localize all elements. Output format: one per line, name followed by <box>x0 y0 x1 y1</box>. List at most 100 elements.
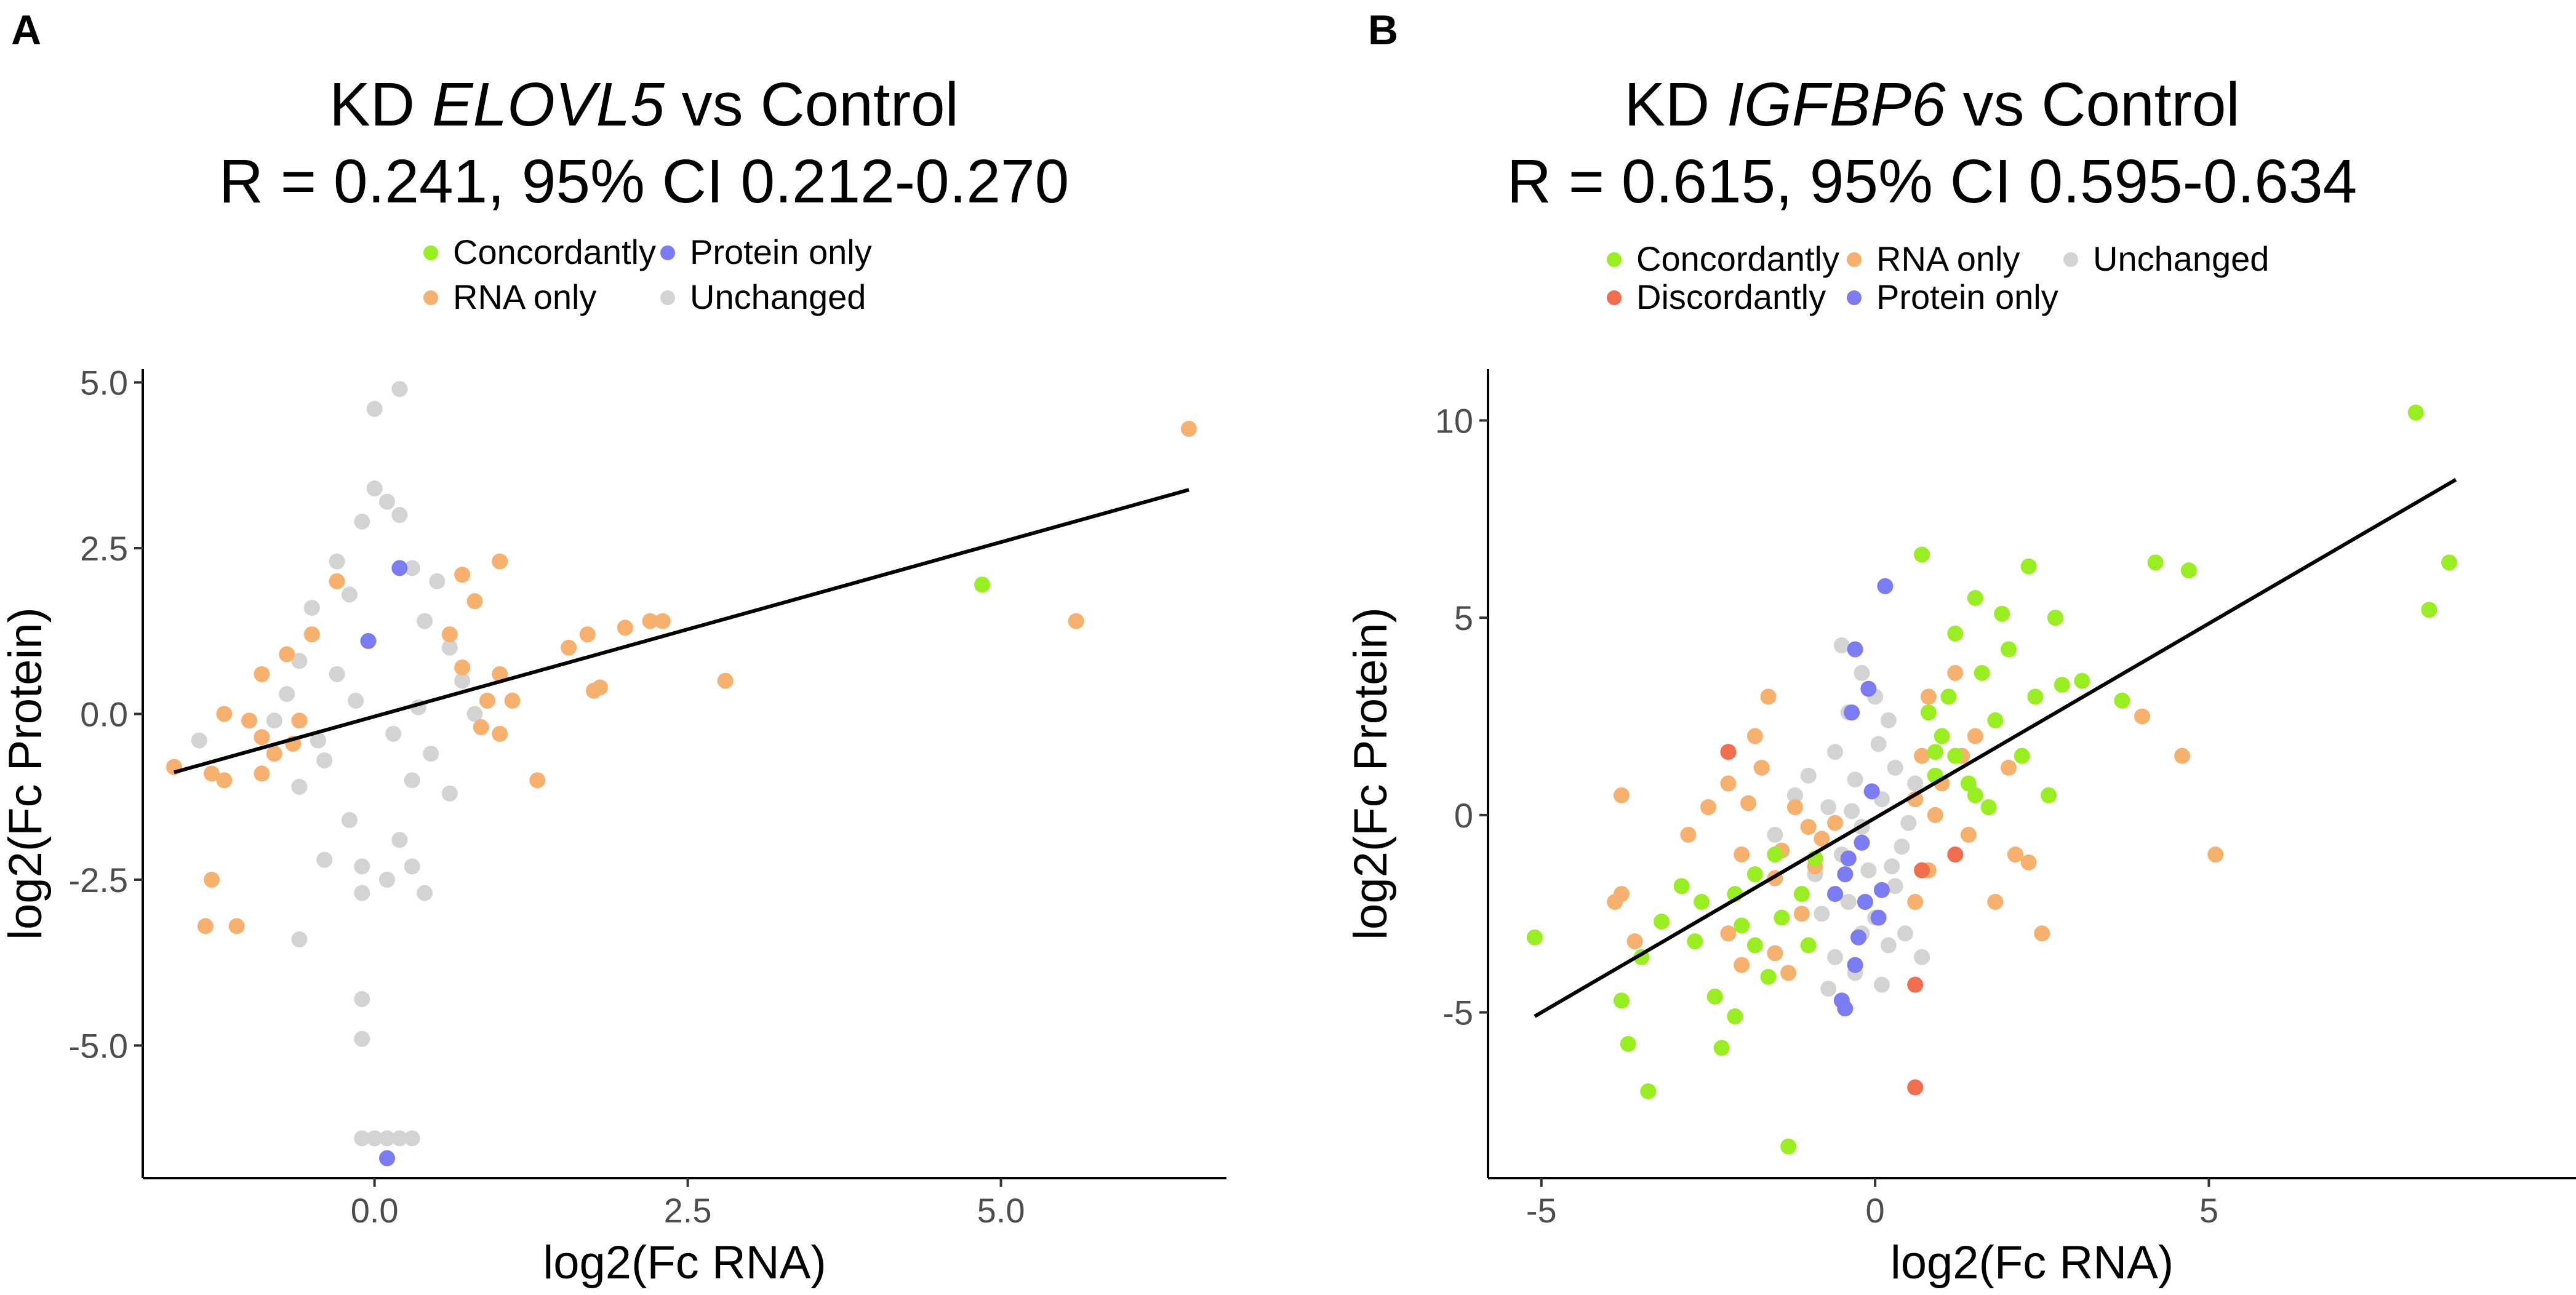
point-protein-only-a <box>391 560 408 576</box>
title-prefix-b: KD <box>1624 70 1727 139</box>
panel-b: B KD IGFBP6 vs Control R = 0.615, 95% CI… <box>1288 0 2576 1295</box>
point-rna-only-b <box>1613 787 1630 803</box>
point-concordantly-b <box>1640 1083 1657 1099</box>
legend-marker-rna-only-a <box>423 290 438 305</box>
point-rna-only-a <box>266 746 282 762</box>
point-unchanged-a <box>366 400 383 417</box>
point-unchanged-b <box>1894 839 1910 855</box>
point-unchanged-a <box>354 885 370 901</box>
point-rna-only-b <box>1793 906 1810 922</box>
point-rna-only-a <box>473 719 489 736</box>
point-unchanged-a <box>279 686 295 703</box>
point-concordantly-b <box>1706 988 1723 1005</box>
point-rna-only-a <box>254 765 270 782</box>
point-unchanged-b <box>1786 787 1803 803</box>
point-unchanged-b <box>1844 803 1860 819</box>
regression-line-b <box>1534 478 2457 1018</box>
point-unchanged-a <box>385 725 402 742</box>
point-unchanged-a <box>466 706 483 722</box>
point-protein-only-b <box>1827 886 1844 903</box>
legend-marker-protein-only-b <box>1847 290 1862 305</box>
legend-marker-unchanged-b <box>2063 252 2078 267</box>
point-concordantly-b <box>1774 909 1790 926</box>
point-unchanged-a <box>316 851 333 868</box>
point-rna-only-b <box>1734 847 1750 863</box>
point-concordantly-b <box>2147 554 2164 571</box>
point-concordantly-b <box>1760 968 1777 985</box>
y-axis-label-b: log2(Fc Protein) <box>1345 607 1397 940</box>
point-rna-only-b <box>1767 945 1783 962</box>
point-rna-only-b <box>1927 807 1943 823</box>
point-concordantly-b <box>2027 688 2044 705</box>
point-discordantly-b <box>1947 847 1964 863</box>
legend-label-protein-only-b: Protein only <box>1876 277 2058 316</box>
point-rna-only-b <box>1607 893 1623 910</box>
point-unchanged-a <box>378 871 395 888</box>
point-rna-only-a <box>228 918 245 934</box>
point-concordantly-b <box>1746 937 1763 954</box>
point-protein-only-a <box>378 1150 395 1166</box>
point-unchanged-a <box>441 785 458 802</box>
point-rna-only-b <box>1720 775 1737 792</box>
point-unchanged-a <box>404 858 420 875</box>
point-rna-only-a <box>329 573 345 589</box>
legend-marker-unchanged-a <box>660 290 675 305</box>
point-rna-only-b <box>2001 759 2017 776</box>
point-rna-only-a <box>216 772 233 789</box>
x-tick-label-b: 0 <box>1866 1191 1885 1230</box>
point-rna-only-b <box>1800 819 1817 835</box>
point-concordantly-b <box>1767 847 1783 863</box>
point-unchanged-a <box>291 931 308 947</box>
point-rna-only-b <box>1700 799 1716 816</box>
point-unchanged-b <box>1820 799 1837 816</box>
y-tick-label-a: 0.0 <box>80 695 128 733</box>
point-rna-only-b <box>2007 847 2023 863</box>
chart-title-a: KD ELOVL5 vs Control <box>0 74 1288 135</box>
point-concordantly-b <box>1780 1138 1797 1155</box>
point-rna-only-b <box>2020 854 2037 871</box>
point-concordantly-b <box>1620 1035 1636 1052</box>
point-rna-only-a <box>579 626 596 643</box>
point-concordantly-b <box>1967 590 1983 607</box>
point-rna-only-b <box>1626 933 1643 950</box>
title-suffix-a: vs Control <box>664 70 959 139</box>
point-unchanged-b <box>1907 775 1924 792</box>
point-rna-only-b <box>1680 826 1697 843</box>
legend-marker-concordantly-b <box>1607 252 1622 267</box>
point-unchanged-a <box>291 653 308 669</box>
point-unchanged-a <box>404 560 420 576</box>
point-concordantly-b <box>1746 866 1763 883</box>
point-concordantly-b <box>2407 404 2424 421</box>
title-gene-a: ELOVL5 <box>431 70 665 139</box>
point-unchanged-a <box>291 779 308 795</box>
point-protein-only-b <box>1854 834 1870 851</box>
point-concordantly-b <box>1974 664 1990 681</box>
point-unchanged-b <box>1914 949 1930 965</box>
point-unchanged-a <box>310 732 327 749</box>
y-tick-label-b: 0 <box>1454 796 1473 835</box>
point-concordantly-b <box>1914 546 1930 563</box>
point-unchanged-b <box>1884 858 1900 875</box>
point-unchanged-a <box>354 1030 370 1047</box>
point-protein-only-b <box>1863 783 1880 800</box>
point-rna-only-a <box>197 918 214 934</box>
point-rna-only-a <box>654 613 671 629</box>
point-rna-only-b <box>1947 664 1964 681</box>
legend-marker-discordantly-b <box>1607 290 1622 305</box>
point-rna-only-a <box>441 626 458 643</box>
point-unchanged-b <box>1887 759 1903 776</box>
point-protein-only-b <box>1847 957 1863 973</box>
point-concordantly-b <box>2441 554 2457 571</box>
point-unchanged-a <box>378 493 395 510</box>
point-rna-only-a <box>203 871 220 888</box>
point-concordantly-b <box>1713 1040 1730 1056</box>
point-rna-only-b <box>1760 688 1777 705</box>
point-rna-only-a <box>466 593 483 610</box>
point-concordantly-b <box>1654 914 1670 930</box>
point-concordantly-b <box>1987 712 2004 728</box>
point-rna-only-b <box>1987 893 2004 910</box>
scatter-plot-a: 0.0 2.5 5.0 -5.0 -2.5 0.0 2.5 5.0 log2(Fc RNA) lo… <box>0 233 1226 1289</box>
chart-subtitle-b: R = 0.615, 95% CI 0.595-0.634 <box>1506 147 2358 216</box>
point-unchanged-b <box>1840 893 1857 910</box>
